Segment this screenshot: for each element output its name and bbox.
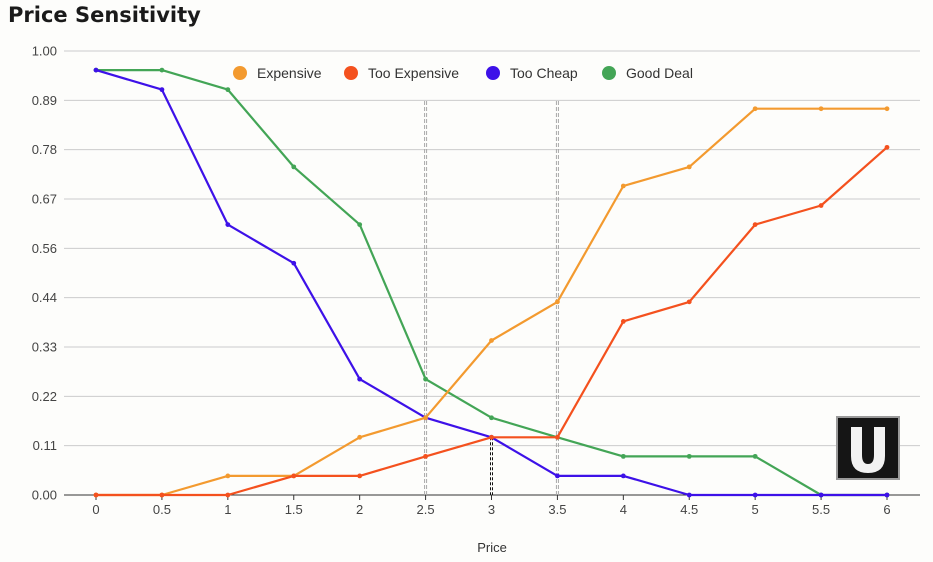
y-tick-label: 0.22 — [32, 389, 57, 404]
data-point — [620, 318, 626, 324]
data-point — [159, 67, 165, 73]
data-point — [686, 299, 692, 305]
y-tick-label: 0.44 — [32, 290, 57, 305]
legend-marker — [602, 66, 616, 80]
data-point — [93, 492, 99, 498]
y-tick-label: 0.33 — [32, 340, 57, 355]
data-point — [225, 473, 231, 479]
chart-title: Price Sensitivity — [8, 3, 201, 27]
data-point — [93, 67, 99, 73]
data-point — [489, 415, 494, 421]
data-point — [291, 473, 297, 479]
data-point — [291, 260, 297, 266]
x-tick-label: 0.5 — [153, 502, 171, 517]
y-tick-label: 0.00 — [32, 488, 57, 503]
grid-lines — [64, 50, 920, 496]
legend-label: Too Expensive — [368, 65, 459, 81]
y-tick-label: 1.00 — [32, 44, 57, 59]
x-tick-label: 4.5 — [680, 502, 698, 517]
data-point — [159, 492, 165, 498]
y-tick-label: 0.56 — [32, 241, 57, 256]
data-point — [225, 492, 231, 498]
x-axis-label: Price — [477, 540, 507, 555]
y-axis-ticks: 1.00 0.89 0.78 0.67 0.56 0.44 0.33 0.22 0.11 0.00 — [32, 44, 57, 503]
data-point — [686, 164, 692, 170]
data-point — [884, 106, 890, 112]
data-point — [818, 492, 824, 498]
x-axis-ticks: 0 0.5 1 1.5 2 2.5 3 3.5 4 4.5 5 5.5 6 — [92, 495, 891, 517]
data-point — [555, 473, 560, 479]
data-point — [884, 144, 890, 150]
legend-label: Good Deal — [626, 65, 693, 81]
data-point — [357, 434, 363, 440]
data-point — [752, 222, 758, 228]
x-tick-label: 0 — [92, 502, 99, 517]
legend-label: Expensive — [257, 65, 322, 81]
legend: Expensive Too Expensive Too Cheap Good Deal — [233, 65, 693, 81]
data-point — [884, 492, 890, 498]
series-line-too-cheap — [95, 69, 887, 497]
data-point — [818, 106, 824, 112]
x-tick-label: 4 — [620, 502, 627, 517]
data-point — [423, 376, 428, 382]
x-tick-label: 6 — [883, 502, 890, 517]
data-point — [291, 164, 297, 170]
x-tick-label: 1 — [224, 502, 231, 517]
data-point — [620, 183, 626, 189]
data-point — [686, 453, 692, 459]
y-tick-label: 0.89 — [32, 93, 57, 108]
data-point — [752, 492, 758, 498]
data-point — [423, 415, 428, 421]
data-point — [357, 222, 363, 228]
x-tick-label: 2 — [356, 502, 363, 517]
data-point — [555, 434, 560, 440]
y-tick-label: 0.78 — [32, 142, 57, 157]
data-point — [555, 299, 560, 305]
series-lines — [93, 67, 890, 498]
x-tick-label: 3.5 — [548, 502, 566, 517]
data-point — [489, 338, 494, 343]
legend-marker — [344, 66, 358, 80]
data-point — [225, 222, 231, 228]
series-line-good-deal — [96, 68, 887, 497]
data-point — [752, 453, 758, 459]
data-point — [620, 453, 626, 459]
legend-marker — [486, 66, 500, 80]
data-point — [225, 87, 231, 93]
y-tick-label: 0.11 — [33, 438, 57, 453]
data-point — [423, 453, 428, 459]
y-tick-label: 0.67 — [32, 192, 57, 207]
logo — [836, 416, 900, 480]
legend-label: Too Cheap — [510, 65, 578, 81]
x-tick-label: 3 — [488, 502, 495, 517]
u-logo-icon — [851, 427, 885, 473]
data-point — [159, 87, 165, 93]
data-point — [686, 492, 692, 498]
data-point — [489, 434, 494, 440]
data-point — [620, 473, 626, 479]
data-point — [752, 106, 758, 112]
legend-marker — [233, 66, 247, 80]
data-point — [818, 203, 824, 208]
x-tick-label: 5.5 — [812, 502, 830, 517]
data-point — [357, 473, 363, 479]
x-tick-label: 2.5 — [417, 502, 435, 517]
data-point — [357, 376, 363, 382]
x-tick-label: 1.5 — [285, 502, 303, 517]
x-tick-label: 5 — [752, 502, 759, 517]
